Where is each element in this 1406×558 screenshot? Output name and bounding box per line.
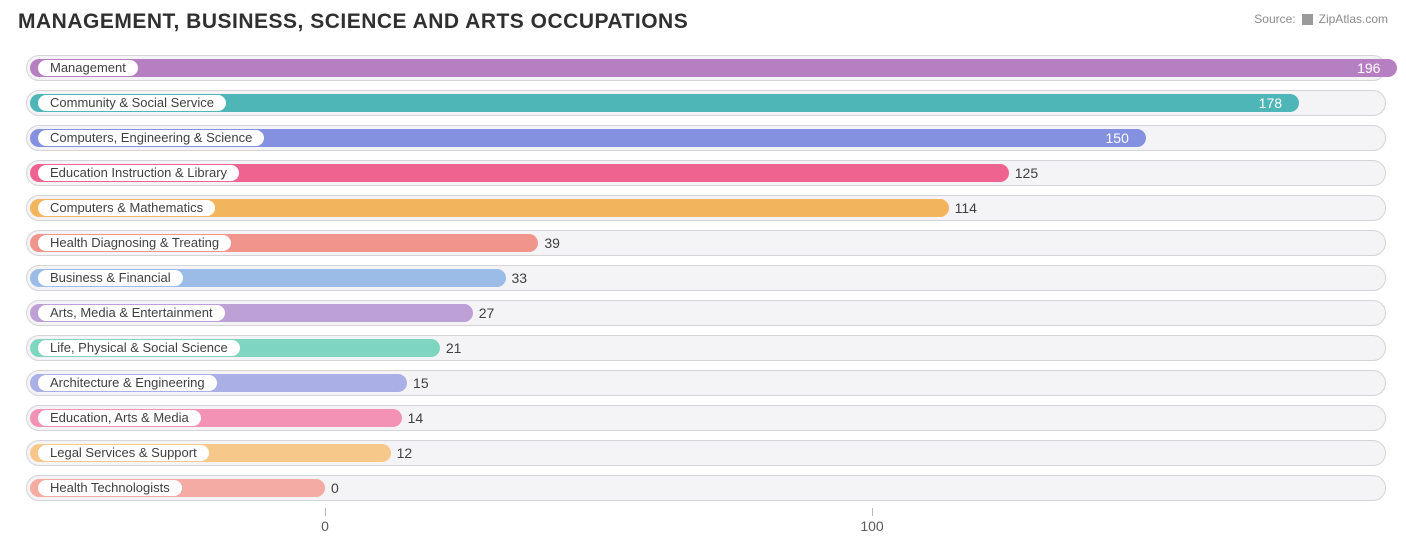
bar-row: Life, Physical & Social Science 21	[24, 332, 1388, 364]
value-label: 114	[955, 199, 977, 217]
value-label: 150	[1106, 129, 1129, 147]
category-label: Health Technologists	[38, 480, 182, 496]
value-label: 15	[413, 374, 429, 392]
category-label: Architecture & Engineering	[38, 375, 217, 391]
bar-row: Arts, Media & Entertainment 27	[24, 297, 1388, 329]
bar-row: Health Diagnosing & Treating 39	[24, 227, 1388, 259]
bar-row: Computers & Mathematics 114	[24, 192, 1388, 224]
category-label: Legal Services & Support	[38, 445, 209, 461]
value-label: 33	[512, 269, 528, 287]
value-label: 39	[544, 234, 560, 252]
bar-row: Education, Arts & Media 14	[24, 402, 1388, 434]
bar-row: Business & Financial 33	[24, 262, 1388, 294]
axis-tick	[872, 508, 873, 516]
value-label: 14	[408, 409, 424, 427]
bar-row: Computers, Engineering & Science 150	[24, 122, 1388, 154]
value-label: 125	[1015, 164, 1038, 182]
category-label: Community & Social Service	[38, 95, 226, 111]
value-label: 27	[479, 304, 495, 322]
bar-row: Education Instruction & Library 125	[24, 157, 1388, 189]
category-label: Health Diagnosing & Treating	[38, 235, 231, 251]
x-axis: 0100200	[24, 508, 1388, 538]
bar-row: Management 196	[24, 52, 1388, 84]
chart-header: MANAGEMENT, BUSINESS, SCIENCE AND ARTS O…	[18, 10, 1388, 34]
source-attribution: Source: ZipAtlas.com	[1254, 10, 1388, 26]
value-label: 178	[1259, 94, 1282, 112]
category-label: Education Instruction & Library	[38, 165, 239, 181]
bars-container: Management 196 Community & Social Service 1…	[24, 52, 1388, 504]
value-label: 21	[446, 339, 462, 357]
chart-title: MANAGEMENT, BUSINESS, SCIENCE AND ARTS O…	[18, 10, 688, 34]
category-label: Management	[38, 60, 138, 76]
category-label: Business & Financial	[38, 270, 183, 286]
category-label: Computers, Engineering & Science	[38, 130, 264, 146]
axis-tick-label: 0	[321, 518, 329, 534]
bar-row: Health Technologists 0	[24, 472, 1388, 504]
source-prefix: Source:	[1254, 12, 1295, 26]
source-icon	[1302, 14, 1313, 25]
value-label: 196	[1357, 59, 1380, 77]
axis-tick	[325, 508, 326, 516]
bar-row: Legal Services & Support 12	[24, 437, 1388, 469]
category-label: Computers & Mathematics	[38, 200, 215, 216]
value-label: 12	[397, 444, 413, 462]
bar-row: Community & Social Service 178	[24, 87, 1388, 119]
category-label: Arts, Media & Entertainment	[38, 305, 225, 321]
bar-row: Architecture & Engineering 15	[24, 367, 1388, 399]
bar-fill	[30, 59, 1397, 77]
source-name: ZipAtlas.com	[1319, 12, 1388, 26]
category-label: Life, Physical & Social Science	[38, 340, 240, 356]
category-label: Education, Arts & Media	[38, 410, 201, 426]
value-label: 0	[331, 479, 339, 497]
chart-area: Management 196 Community & Social Service 1…	[18, 52, 1388, 538]
axis-tick-label: 100	[860, 518, 883, 534]
